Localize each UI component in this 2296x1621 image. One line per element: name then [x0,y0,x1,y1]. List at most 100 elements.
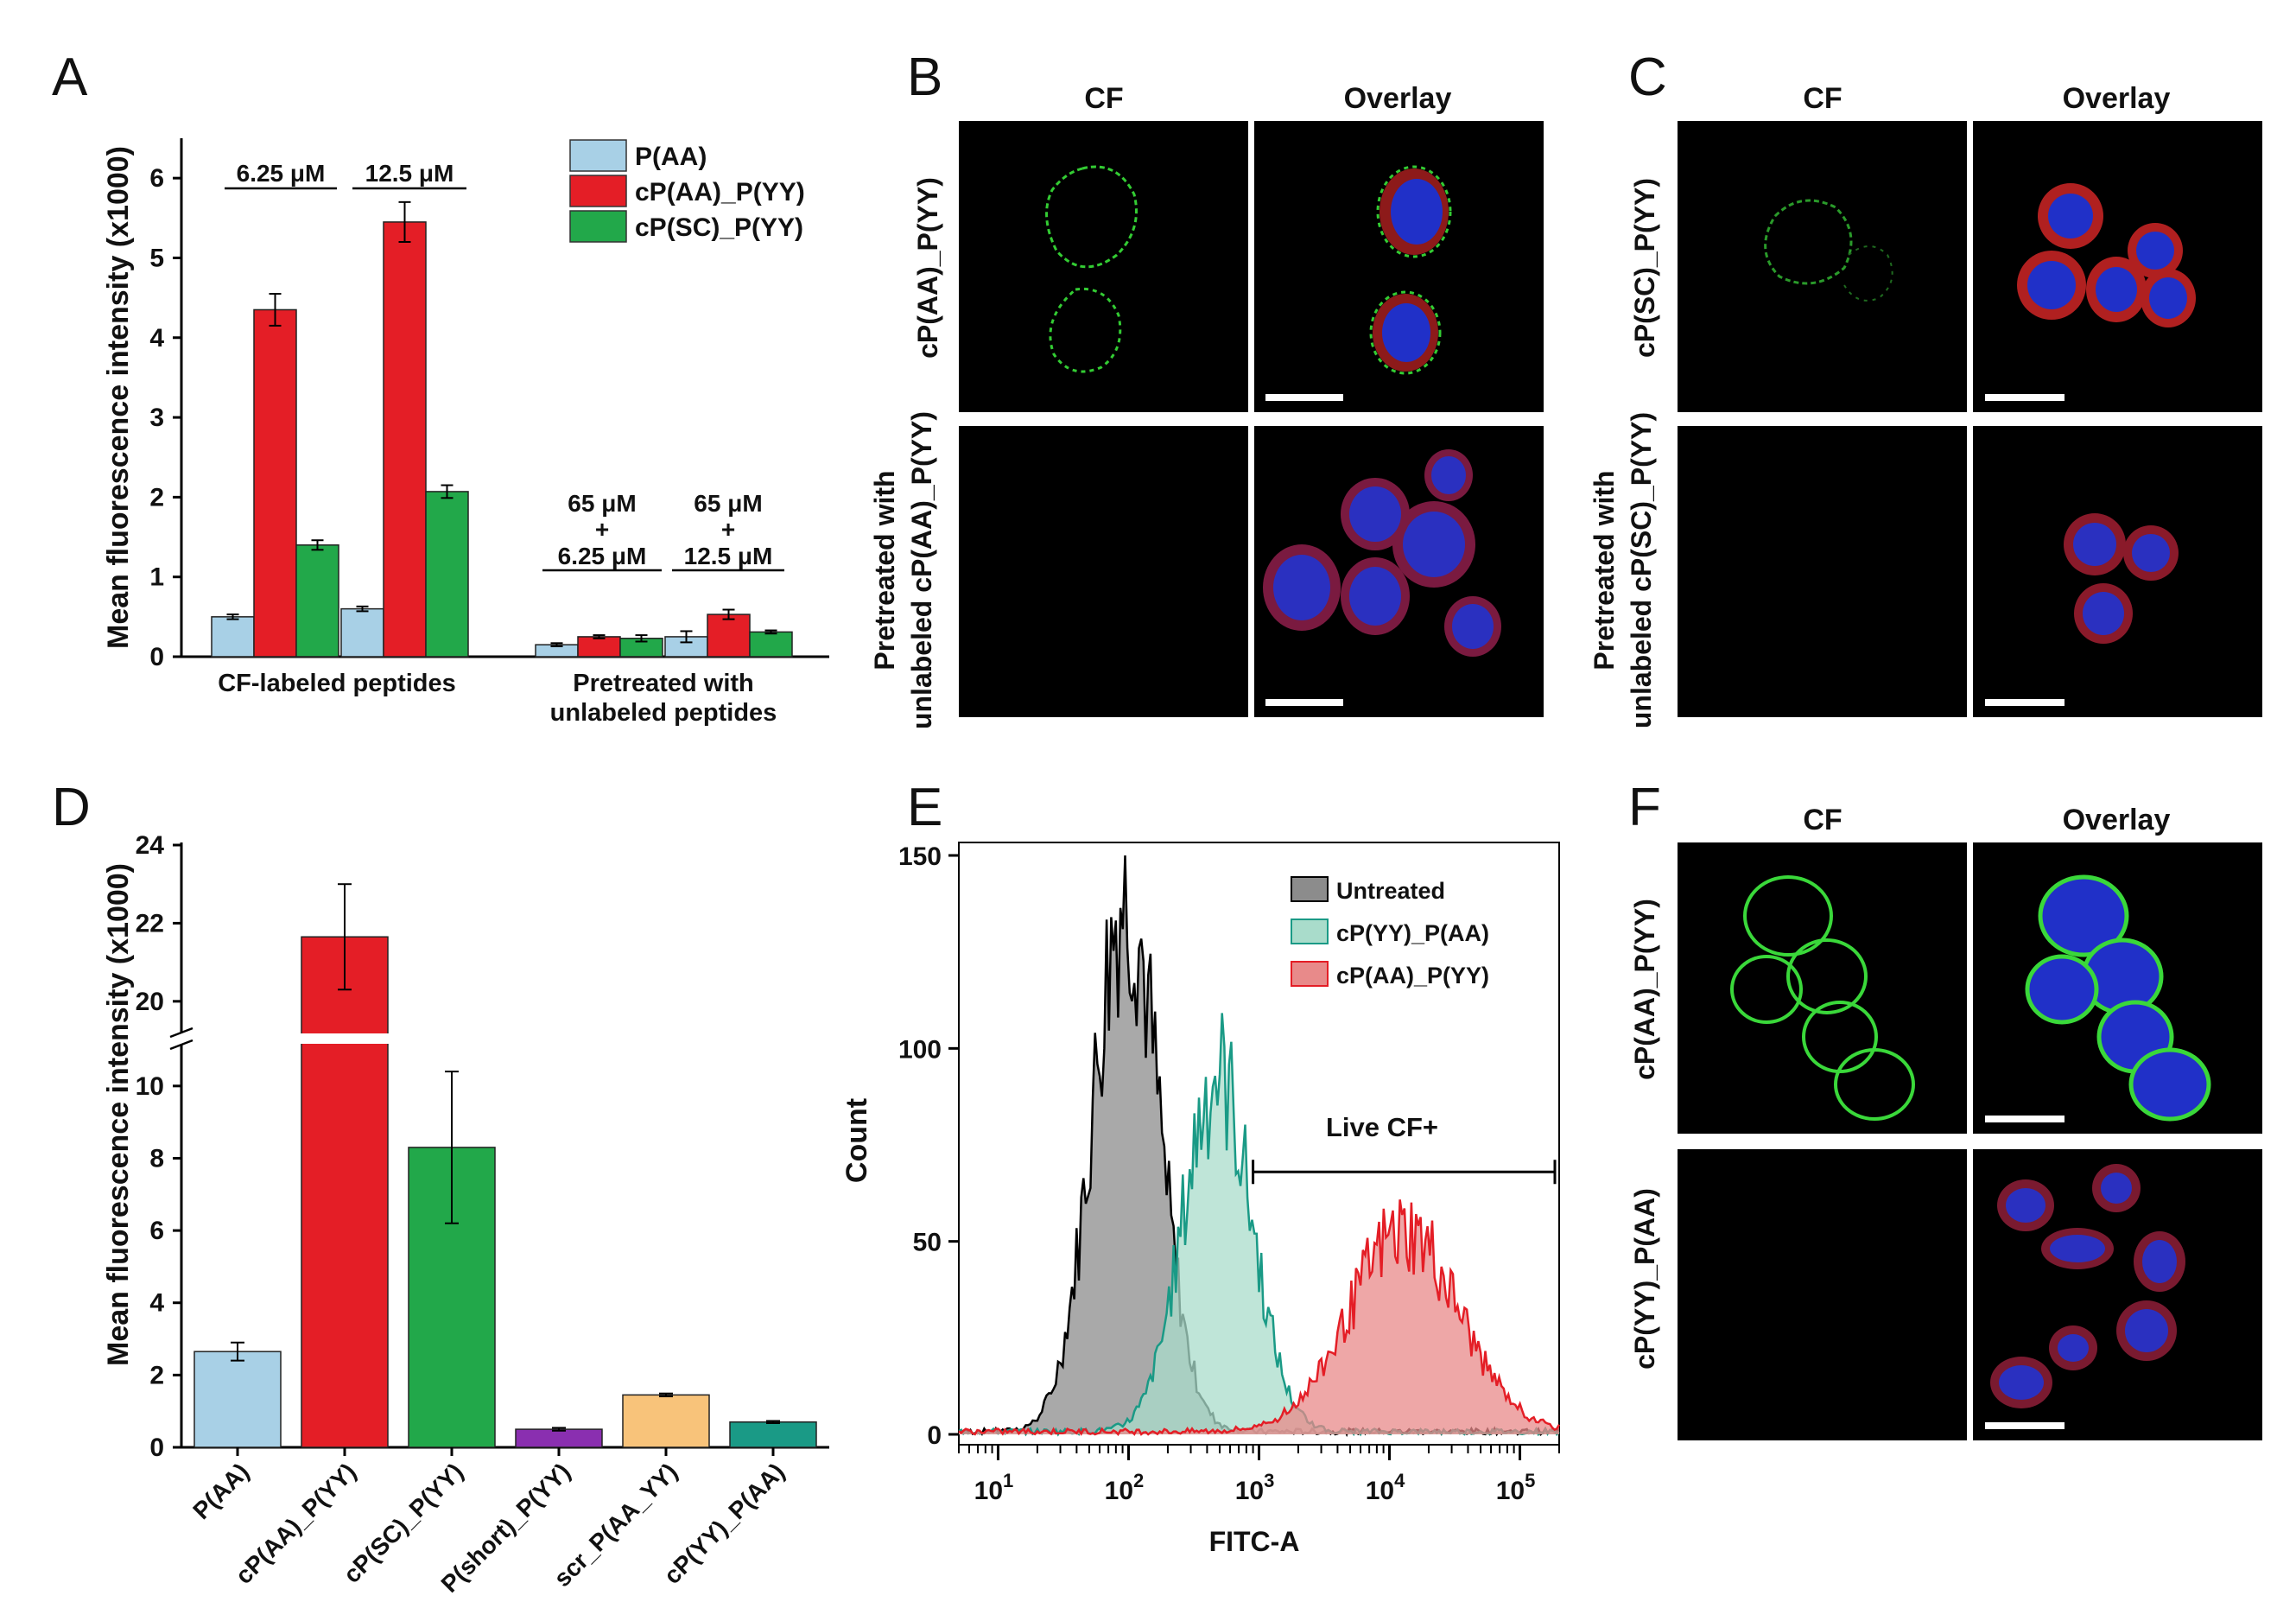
a-legend: P(AA) cP(AA)_P(YY) cP(SC)_P(YY) [569,139,805,243]
f-col-header-overlay: Overlay [2063,804,2171,836]
a-group-label-2: 12.5 μM [365,160,454,187]
e-series-fill-0 [959,855,1559,1434]
a-bar-g2-s1 [577,636,621,658]
d-axis-break-gap [168,1033,194,1045]
a-bar-g3-s1 [707,613,751,658]
b-col-header-cf: CF [1084,82,1123,115]
c-nucleus-1 [2048,194,2093,238]
c-nucleus-4 [2149,277,2187,319]
a-bar-g0-s0 [211,616,255,658]
f-overlay-cluster [2025,874,2211,1122]
d-xtick-label-0: P(AA) [187,1458,254,1524]
b-cluster-nucleus-2 [1349,567,1401,626]
b-cf-cell-outline-2 [1049,287,1122,373]
a-legend-swatch-cpsc [569,210,627,243]
d-bar-1 [301,936,389,1448]
f2-nucleus-4 [2142,1240,2177,1283]
a-ytick-label-6: 6 [149,164,164,193]
b-cf-cell-outline-1 [1045,165,1138,269]
d-ytick-label-24: 24 [136,831,165,860]
b-cf-tile-2 [959,426,1248,717]
a-legend-label-cpsc: cP(SC)_P(YY) [635,213,803,242]
d-axis-break-mark-1 [169,1027,193,1039]
b-row-label-2-line2: unlabeled cP(AA)_P(YY) [906,411,937,729]
c-cf-tile-2 [1678,426,1967,717]
a-group4-line3: 12.5 μM [684,543,773,569]
e-ytick-label-150: 150 [898,842,942,871]
e-xtick-label-3: 103 [1235,1470,1275,1505]
a-y-label: Mean fluorescence intensity (x1000) [102,146,135,649]
b-overlay-nucleus-2 [1382,303,1430,362]
e-gate-label: Live CF+ [1326,1112,1438,1142]
f-col-header-cf: CF [1803,804,1842,836]
e-legend-swatch-untreated [1291,876,1329,902]
panel-letter-e: E [907,778,942,837]
a-legend-swatch-paa [569,139,627,172]
e-legend-label-cpyy: cP(YY)_P(AA) [1336,920,1489,946]
panel-letter-d: D [52,778,91,837]
f-overlay-cluster-2 [1990,1164,2185,1408]
a-group-label-1: 6.25 μM [237,160,326,187]
e-legend-swatch-cpaa [1291,961,1329,987]
b-overlay-cluster [1263,449,1501,657]
a-ytick-label-5: 5 [149,244,164,272]
c-row-label-2-line2: unlabeled cP(SC)_P(YY) [1626,412,1657,728]
d-ytick-label-10: 10 [136,1072,164,1101]
c-overlay-cluster-1 [2017,183,2196,327]
f-cf-ring-2 [1786,938,1868,1014]
a-group3-line3: 6.25 μM [558,543,647,569]
d-ytick-label-4: 4 [149,1289,164,1318]
a-xcat-2-line2: unlabeled peptides [550,699,777,727]
f-micrographs [1678,842,2262,1440]
e-legend-label-untreated: Untreated [1336,878,1445,904]
f2-nucleus-3 [2050,1235,2105,1262]
d-ytick-label-2: 2 [149,1361,164,1389]
d-bar-0 [193,1351,282,1448]
a-group3-line1: 65 μM [568,490,636,517]
e-gate [1252,1160,1557,1185]
c-col-header-overlay: Overlay [2063,82,2171,115]
a-bar-g1-s2 [425,491,469,658]
b-row-label-1: cP(AA)_P(YY) [912,177,943,359]
f-cf-tile-2 [1678,1149,1967,1440]
f-cf-tile-1 [1678,842,1967,1134]
f2-nucleus-6 [1999,1365,2044,1400]
c-overlay-tile-2 [1973,426,2262,717]
e-legend-label-cpaa: cP(AA)_P(YY) [1336,963,1489,988]
d-ytick-label-20: 20 [136,988,164,1016]
a-group3-line2: + [595,516,609,543]
e-series-fill-1 [959,1013,1559,1434]
panel-a-chart: Mean fluorescence intensity (x1000) 0 1 2 3… [102,138,829,727]
d-ytick-label-0: 0 [149,1433,164,1462]
panel-letter-a: A [52,48,88,107]
b-cluster-nucleus-1 [1273,555,1330,620]
c2-nucleus-1 [2073,523,2116,566]
d-bar-5 [729,1421,817,1448]
c-nucleus-2 [2027,261,2076,309]
f2-nucleus-2 [2101,1173,2132,1204]
e-ytick-label-0: 0 [927,1421,942,1450]
d-bar-4 [622,1394,710,1448]
f2-nucleus-7 [2058,1334,2089,1362]
d-bar-3 [515,1428,603,1448]
e-ytick-label-100: 100 [898,1035,942,1064]
d-axis-break-mark-2 [169,1039,193,1051]
d-ytick-label-6: 6 [149,1217,164,1245]
d-y-label: Mean fluorescence intensity (x1000) [102,863,135,1366]
b-col-header-overlay: Overlay [1344,82,1452,115]
a-bar-g0-s2 [295,544,339,658]
c-overlay-cluster-2 [2064,513,2179,644]
panel-letter-f: F [1628,778,1661,837]
b-cluster-nucleus-6 [1452,604,1494,649]
c-row-label-2-line1: Pretreated with [1589,470,1620,670]
f-cf-ring-3 [1730,955,1803,1024]
e-x-label: FITC-A [1209,1526,1300,1557]
e-ytick-label-50: 50 [913,1229,942,1257]
c-nucleus-5 [2136,232,2174,270]
e-xtick-label-1: 101 [974,1470,1014,1505]
f-cf-ring-5 [1834,1048,1915,1121]
a-bar-g1-s1 [383,221,427,658]
a-ytick-label-4: 4 [149,324,164,353]
c2-nucleus-3 [2083,592,2124,635]
d-ytick-label-8: 8 [149,1144,164,1173]
